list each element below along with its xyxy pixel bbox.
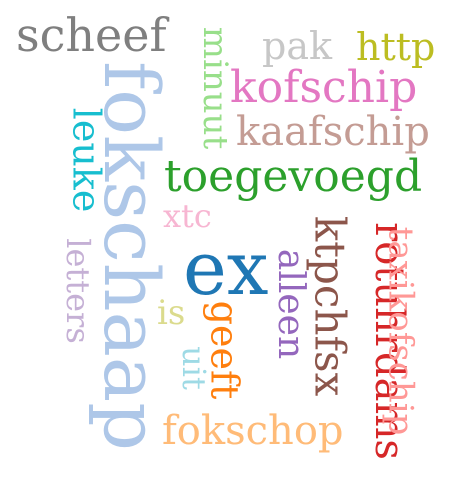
word-minuut: minuut [195,26,236,150]
word-pak: pak [262,24,333,68]
word-ex: ex [183,226,269,312]
word-http: http [356,25,436,69]
word-toegevoegd: toegevoegd [164,151,423,202]
word-taxikofschip: taxikofschip [380,226,421,436]
word-ktpchfsx: ktpchfsx [305,215,355,397]
word-scheef: scheef [16,8,167,62]
word-alleen: alleen [270,248,312,360]
word-is: is [157,293,186,333]
word-leuke: leuke [64,107,109,213]
word-fokschop: fokschop [162,408,344,454]
word-kofschip: kofschip [230,62,418,113]
word-kaafschip: kaafschip [236,109,430,155]
word-letters: letters [58,238,97,344]
word-uit: uit [174,346,213,390]
word-xtc: xtc [163,197,212,235]
